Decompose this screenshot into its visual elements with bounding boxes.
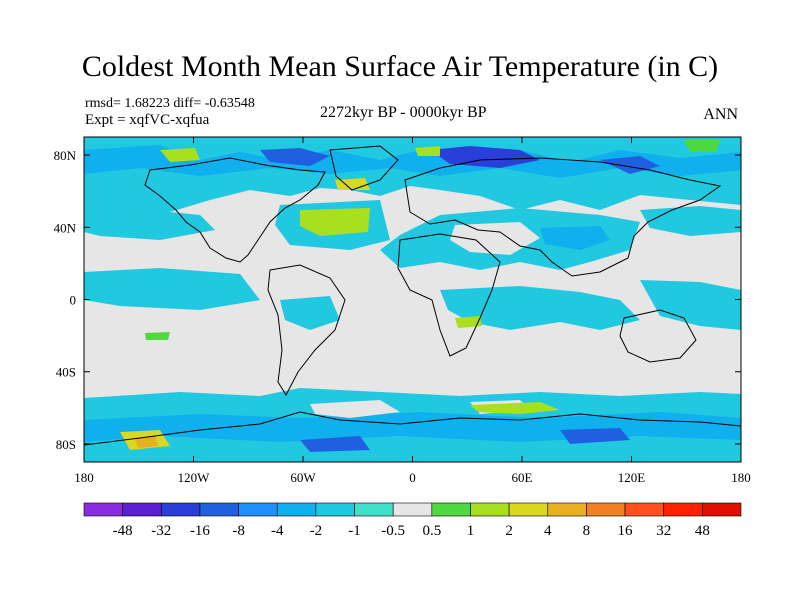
x-axis: 180 120W 60W 0 60E 120E 180 bbox=[74, 137, 751, 485]
colorbar-swatch bbox=[122, 502, 162, 517]
x-tick-label: 120E bbox=[618, 470, 646, 485]
colorbar-label: -8 bbox=[232, 523, 245, 539]
colorbar-swatch bbox=[702, 502, 742, 517]
anomaly-field-tropics bbox=[640, 280, 741, 330]
anomaly-field-cool-spot bbox=[260, 148, 330, 166]
anomaly-field-north-atlantic-warm bbox=[300, 208, 370, 236]
colorbar-swatch bbox=[586, 502, 626, 517]
anomaly-field-eurasia-gap bbox=[450, 222, 540, 255]
experiment-label: Expt = xqfVC-xqfua bbox=[85, 112, 210, 128]
colorbar-label: -0.5 bbox=[381, 523, 405, 539]
anomaly-field-eurasia-cool bbox=[540, 226, 610, 250]
colorbar-swatch bbox=[392, 502, 433, 517]
anomaly-field-tropics bbox=[280, 296, 340, 330]
colorbar-label: -16 bbox=[190, 523, 210, 539]
colorbar-label: 4 bbox=[544, 523, 552, 539]
anomaly-field-warm-spot bbox=[470, 402, 560, 414]
colorbar-swatch bbox=[315, 502, 355, 517]
coastline-eurasia bbox=[404, 157, 722, 277]
colorbar-swatch bbox=[663, 502, 703, 517]
anomaly-field-southern-gap bbox=[310, 400, 400, 418]
colorbar-label: -32 bbox=[151, 523, 171, 539]
coastline-greenland bbox=[329, 145, 399, 191]
y-tick-label: 0 bbox=[70, 293, 77, 308]
rmsd-stats: rmsd= 1.68223 diff= -0.63548 bbox=[85, 96, 255, 111]
colorbar: -48 -32 -16 -8 -4 -2 -1 -0.5 0.5 1 2 4 8 16 32 48 bbox=[83, 502, 742, 539]
anomaly-field-warm-spot bbox=[145, 332, 170, 340]
anomaly-field-warm-spot bbox=[415, 146, 440, 156]
x-tick-label: 180 bbox=[74, 470, 94, 485]
x-tick-label: 180 bbox=[731, 470, 751, 485]
colorbar-label: -4 bbox=[271, 523, 284, 539]
anomaly-field-tropics bbox=[84, 268, 260, 310]
anomaly-field-warm-spot bbox=[455, 316, 482, 328]
anomaly-field-arctic-deep bbox=[84, 145, 741, 178]
colorbar-swatch bbox=[431, 502, 471, 517]
colorbar-swatch bbox=[83, 502, 123, 517]
coastline-north-america bbox=[144, 157, 326, 263]
y-tick-label: 40S bbox=[56, 365, 76, 380]
colorbar-label: 48 bbox=[695, 523, 710, 539]
coastline-south-america bbox=[267, 264, 346, 397]
season-label: ANN bbox=[703, 106, 738, 123]
y-tick-label: 80S bbox=[56, 437, 76, 452]
anomaly-field-warm-spot bbox=[135, 436, 158, 448]
colorbar-label: -2 bbox=[310, 523, 323, 539]
x-tick-label: 0 bbox=[409, 470, 416, 485]
y-tick-label: 80N bbox=[54, 148, 77, 163]
x-tick-label: 60W bbox=[290, 470, 316, 485]
y-tick-label: 40N bbox=[54, 220, 77, 235]
colorbar-swatch bbox=[199, 502, 239, 517]
colorbar-label: 8 bbox=[583, 523, 591, 539]
colorbar-swatch bbox=[160, 502, 201, 517]
colorbar-swatch bbox=[354, 502, 394, 517]
anomaly-field-cool-spot bbox=[300, 436, 370, 452]
colorbar-swatch bbox=[276, 502, 317, 517]
colorbar-label: 1 bbox=[467, 523, 475, 539]
colorbar-swatch bbox=[508, 502, 549, 517]
colorbar-swatch bbox=[238, 502, 278, 517]
colorbar-swatch bbox=[470, 502, 510, 517]
colorbar-label: 16 bbox=[618, 523, 634, 539]
colorbar-label: 32 bbox=[656, 523, 671, 539]
anomaly-field-warm-spot bbox=[160, 148, 200, 162]
anomaly-field-warm-spot bbox=[684, 140, 720, 152]
coastline-antarctica bbox=[84, 411, 741, 446]
anomaly-field-north-pacific bbox=[84, 205, 215, 240]
x-tick-label: 60E bbox=[512, 470, 533, 485]
colorbar-label: 2 bbox=[505, 523, 513, 539]
map-title: Coldest Month Mean Surface Air Temperatu… bbox=[81, 50, 719, 83]
period-label: 2272kyr BP - 0000kyr BP bbox=[320, 104, 487, 121]
x-tick-label: 120W bbox=[178, 470, 211, 485]
y-axis: 80N 40N 0 40S 80S bbox=[54, 148, 741, 452]
anomaly-field-cool-spot bbox=[430, 146, 540, 168]
colorbar-label: -48 bbox=[113, 523, 133, 539]
colorbar-swatch bbox=[547, 502, 587, 517]
colorbar-label: 0.5 bbox=[422, 523, 441, 539]
colorbar-swatch bbox=[624, 502, 665, 517]
coastline-australia bbox=[619, 309, 697, 363]
coastline-africa bbox=[397, 233, 501, 357]
colorbar-label: -1 bbox=[348, 523, 361, 539]
anomaly-field-cool-spot bbox=[560, 428, 630, 444]
coastlines bbox=[84, 145, 741, 446]
anomaly-field-tropics bbox=[440, 286, 640, 330]
